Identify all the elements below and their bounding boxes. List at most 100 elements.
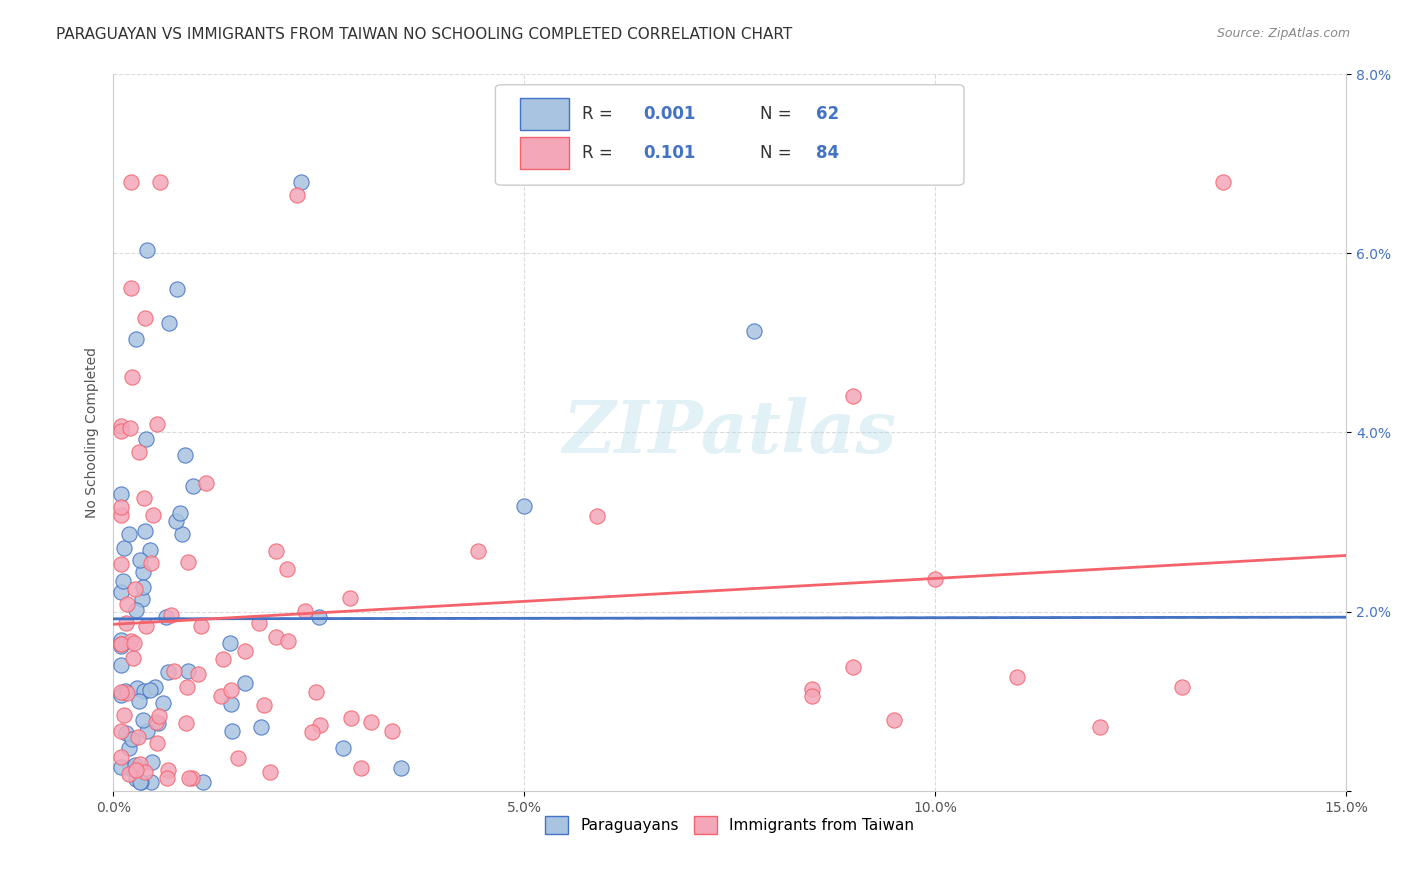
Point (110, 658, 132, 673)
Point (139, 556, 162, 570)
Point (125, 763, 148, 777)
Point (112, 708, 135, 723)
Point (169, 506, 191, 520)
Point (115, 686, 138, 700)
Point (285, 188, 308, 202)
Point (128, 445, 150, 459)
Point (132, 713, 155, 727)
Point (308, 718, 330, 732)
Text: R =: R = (582, 144, 617, 161)
Point (176, 680, 198, 694)
Point (247, 615, 270, 630)
Point (1212, 175, 1234, 189)
Point (221, 698, 243, 712)
Point (134, 491, 156, 505)
Point (165, 514, 187, 528)
Point (118, 767, 141, 781)
Point (177, 664, 200, 678)
Point (125, 681, 148, 695)
FancyBboxPatch shape (520, 98, 569, 130)
Point (110, 749, 132, 764)
Point (121, 731, 143, 746)
Point (110, 419, 132, 434)
Point (159, 608, 181, 623)
Point (114, 683, 136, 698)
Point (259, 764, 281, 779)
Point (146, 417, 169, 432)
Text: 62: 62 (815, 105, 839, 123)
Point (233, 676, 256, 690)
Point (194, 476, 217, 491)
Text: N =: N = (761, 144, 797, 161)
Point (122, 651, 145, 665)
Point (134, 310, 156, 325)
Point (110, 584, 132, 599)
Point (842, 389, 865, 403)
Point (110, 688, 132, 702)
Point (110, 760, 132, 774)
Point (128, 694, 150, 708)
Point (233, 643, 256, 657)
Point (170, 527, 193, 541)
Point (219, 636, 242, 650)
Y-axis label: No Schooling Completed: No Schooling Completed (86, 347, 100, 518)
FancyBboxPatch shape (495, 85, 965, 186)
Text: 84: 84 (815, 144, 839, 161)
Point (134, 524, 156, 538)
Point (585, 509, 607, 524)
Point (148, 715, 170, 730)
Point (156, 665, 179, 679)
Point (308, 610, 330, 624)
Point (250, 720, 273, 734)
Point (148, 709, 170, 723)
Point (120, 281, 142, 295)
Text: R =: R = (582, 105, 617, 123)
Point (110, 508, 132, 522)
Point (110, 637, 132, 651)
Point (146, 736, 169, 750)
Point (1088, 720, 1111, 734)
Text: N =: N = (761, 105, 797, 123)
Point (131, 591, 153, 606)
Point (180, 771, 202, 785)
Text: PARAGUAYAN VS IMMIGRANTS FROM TAIWAN NO SCHOOLING COMPLETED CORRELATION CHART: PARAGUAYAN VS IMMIGRANTS FROM TAIWAN NO … (56, 27, 793, 42)
Point (183, 479, 205, 493)
Text: ZIPatlas: ZIPatlas (562, 397, 897, 468)
Point (513, 499, 536, 513)
Point (360, 714, 382, 729)
Point (166, 282, 188, 296)
Point (1171, 680, 1194, 694)
Point (212, 651, 235, 665)
Point (110, 724, 132, 739)
Text: 0.101: 0.101 (644, 144, 696, 161)
Point (252, 698, 274, 712)
Point (127, 731, 149, 745)
Point (132, 580, 155, 594)
Point (149, 175, 172, 189)
Point (264, 544, 287, 558)
Point (155, 772, 177, 786)
Point (124, 333, 146, 347)
Point (110, 424, 132, 438)
Point (228, 751, 250, 765)
Point (177, 555, 200, 569)
Point (135, 432, 157, 446)
Point (138, 683, 160, 698)
Point (800, 681, 823, 696)
Point (124, 582, 146, 596)
Point (134, 765, 156, 780)
Point (120, 420, 142, 434)
Point (110, 487, 132, 501)
Point (143, 680, 166, 694)
Point (1007, 670, 1029, 684)
Point (174, 448, 197, 462)
Text: 0.001: 0.001 (644, 105, 696, 123)
Point (110, 557, 132, 571)
Point (110, 632, 132, 647)
Point (157, 763, 180, 777)
Point (157, 316, 180, 330)
Point (191, 774, 214, 789)
Point (124, 635, 146, 649)
Point (350, 761, 373, 775)
Point (129, 756, 152, 771)
